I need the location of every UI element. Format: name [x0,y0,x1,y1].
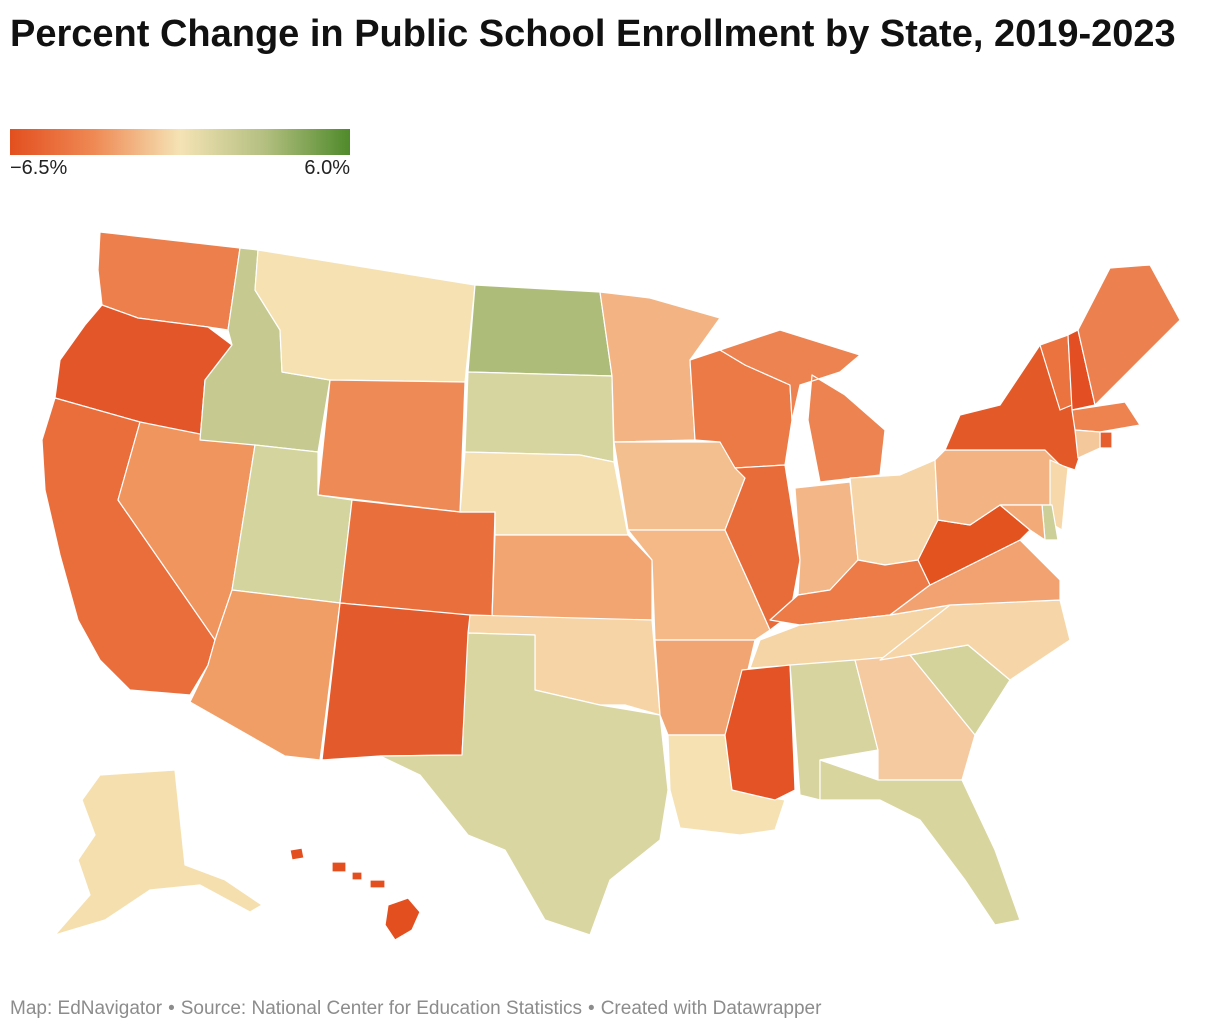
footer-credits: Map: EdNavigator • Source: National Center… [10,998,821,1020]
state-KS[interactable] [491,534,653,621]
tool-credit: Created with Datawrapper [600,998,822,1019]
state-IL[interactable] [724,464,801,631]
footer-separator: • [168,998,175,1019]
state-FL[interactable] [819,759,1021,926]
footer-separator: • [588,998,595,1019]
state-HI[interactable] [289,847,421,941]
legend-min-label: −6.5% [10,157,68,179]
state-MD[interactable] [999,504,1046,541]
color-legend: −6.5% 6.0% [10,129,350,181]
state-IA[interactable] [613,441,746,531]
state-MT[interactable] [254,249,476,383]
chart-title: Percent Change in Public School Enrollme… [10,13,1176,55]
state-ME[interactable] [1077,264,1181,406]
state-RI[interactable] [1099,431,1113,449]
state-WY[interactable] [317,379,466,513]
state-MA[interactable] [1071,401,1141,433]
map-credit: Map: EdNavigator [10,998,163,1019]
state-TX[interactable] [379,632,669,936]
state-CT[interactable] [1074,429,1101,459]
state-MI[interactable] [719,329,886,483]
legend-max-label: 6.0% [304,157,350,179]
state-ND[interactable] [467,284,613,377]
us-choropleth-map [41,231,1181,941]
state-CO[interactable] [339,499,496,619]
state-NM[interactable] [321,602,471,761]
state-AK[interactable] [54,769,263,936]
source-credit: Source: National Center for Education St… [180,998,583,1019]
state-SD[interactable] [464,371,615,463]
legend-gradient-bar [10,129,350,155]
